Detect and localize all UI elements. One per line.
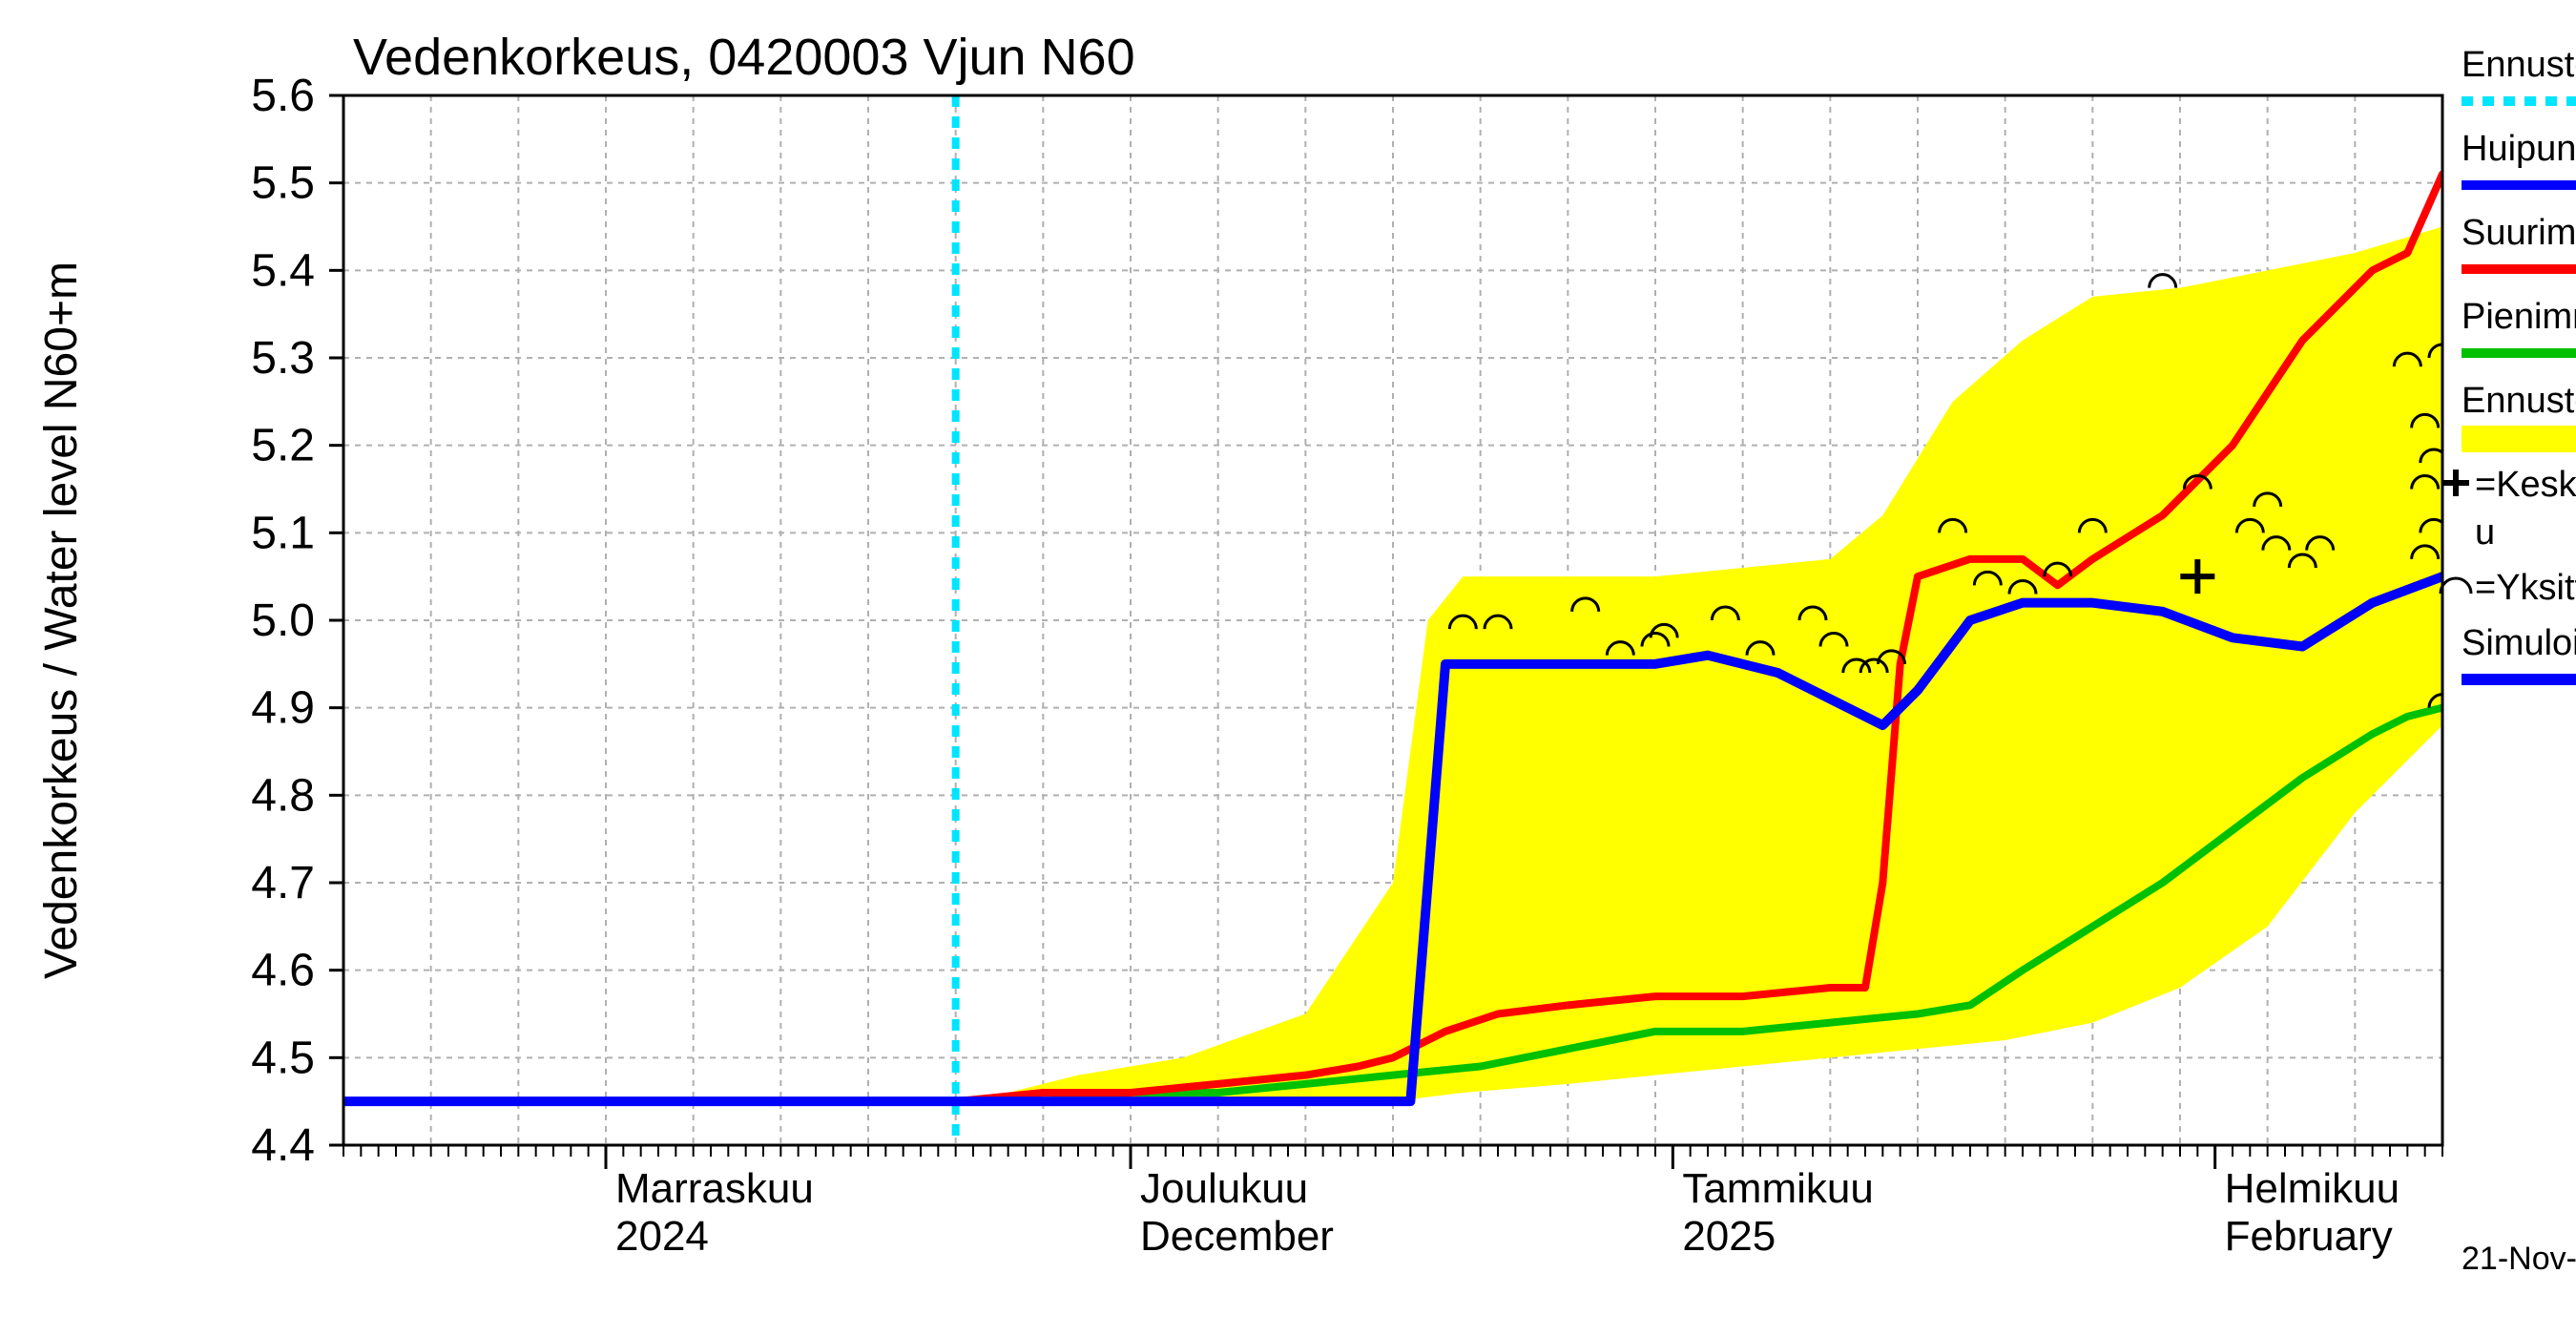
legend-label: Simuloitu historia [2462,623,2576,663]
chart-title: Vedenkorkeus, 0420003 Vjun N60 [353,29,1135,86]
x-month-label: Joulukuu [1140,1165,1308,1212]
y-tick-label: 4.9 [251,683,315,734]
y-tick-label: 5.1 [251,508,315,558]
legend-label: Ennusteen alku [2462,45,2576,85]
y-tick-label: 5.5 [251,158,315,209]
legend-label: Suurimman huipun ennuste [2462,213,2576,253]
x-month-sublabel: February [2225,1213,2393,1260]
y-tick-label: 4.6 [251,946,315,996]
x-month-label: Marraskuu [615,1165,814,1212]
legend-label: Ennusteen vaihteluväli [2462,381,2576,421]
y-tick-label: 5.4 [251,245,315,296]
x-month-sublabel: December [1140,1213,1334,1260]
x-month-sublabel: 2024 [615,1213,709,1260]
y-tick-label: 4.4 [251,1120,315,1171]
legend-label-extra: u [2475,512,2495,553]
water-level-chart: 4.44.54.64.74.84.95.05.15.25.35.45.55.6M… [0,0,2576,1145]
legend-label: Huipun keskiennuste [2462,129,2576,169]
y-tick-label: 4.7 [251,858,315,908]
legend-label: Pienimmän huipun ennuste [2462,297,2576,337]
legend-label: =Yksittäinen huippu [2475,568,2576,608]
legend-label: =Keskimääräinen huippu [2475,465,2576,505]
y-tick-label: 4.5 [251,1033,315,1083]
x-month-label: Tammikuu [1682,1165,1874,1212]
x-month-sublabel: 2025 [1682,1213,1776,1260]
x-month-label: Helmikuu [2225,1165,2399,1212]
y-tick-label: 5.3 [251,333,315,384]
y-tick-label: 5.2 [251,421,315,471]
y-tick-label: 4.8 [251,770,315,821]
y-axis-label: Vedenkorkeus / Water level N60+m [36,261,87,979]
y-tick-label: 5.6 [251,71,315,121]
y-tick-label: 5.0 [251,595,315,646]
legend-arc-swatch [2441,578,2471,594]
timestamp-label: 21-Nov-2024 14:01 WSFS-O [2462,1241,2576,1277]
legend-band-swatch [2462,426,2576,452]
